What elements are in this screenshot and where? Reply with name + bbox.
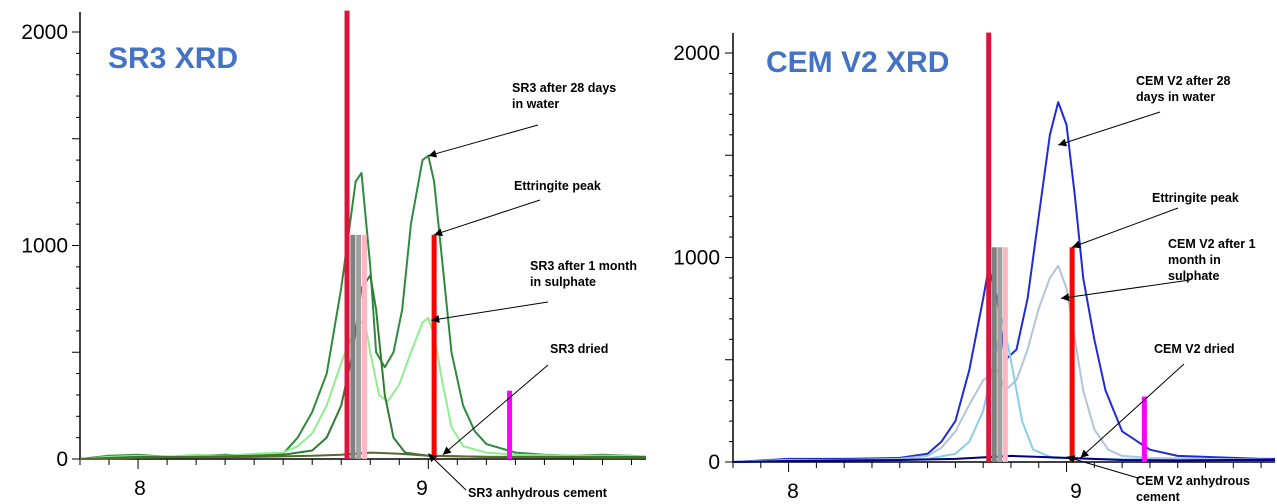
reference-peak-bar <box>431 234 437 459</box>
x-tick-label: 9 <box>1070 480 1082 503</box>
annotation-label: SR3 after 28 days in water <box>512 81 616 111</box>
annotation-arrow <box>1060 279 1191 299</box>
annotation-arrowhead <box>431 315 440 323</box>
annotation-arrowhead <box>428 149 438 158</box>
series-line-3 <box>79 451 646 460</box>
annotation-arrow <box>433 199 541 236</box>
reference-peak-bar <box>991 247 997 462</box>
sr3-xrd-chart: 0 1000 2000 8 9 SR3 XRD SR3 after 28 days in wa… <box>21 10 647 500</box>
annotation-arrow <box>1080 363 1185 459</box>
reference-peak-bar <box>986 32 992 463</box>
annotation-line: CEM V2 after 1 <box>1168 237 1256 251</box>
reference-peak-bar <box>350 234 356 459</box>
annotation-arrow <box>428 124 539 157</box>
annotation-label: SR3 anhydrous cement <box>468 486 608 500</box>
chart-title: CEM V2 XRD <box>766 46 949 79</box>
chart-title: SR3 XRD <box>108 42 238 75</box>
annotation-arrowhead <box>434 228 443 237</box>
annotation-line: cement <box>1136 490 1181 504</box>
annotation-arrow <box>1058 111 1161 146</box>
annotation-label: CEM V2 dried <box>1154 342 1235 356</box>
y-tick-label: 1000 <box>21 235 68 258</box>
annotation-line: CEM V2 after 28 <box>1136 74 1231 88</box>
y-tick-label: 2000 <box>21 21 68 44</box>
annotation-arrowhead <box>442 446 452 455</box>
annotation-arrowhead <box>1066 455 1076 463</box>
annotation-label: Ettringite peak <box>514 179 601 193</box>
annotation-line: Ettringite peak <box>1152 191 1239 205</box>
annotation-arrowhead <box>1080 449 1090 458</box>
series-line-0 <box>732 101 1275 463</box>
reference-peak-bar <box>1069 247 1075 462</box>
annotation-line: SR3 after 28 days <box>512 81 616 95</box>
annotation-line: days in water <box>1136 90 1215 104</box>
annotation-label: CEM V2 anhydrous cement <box>1136 474 1250 504</box>
x-tick-label: 8 <box>787 480 799 503</box>
cem-v2-xrd-chart: 0 1000 2000 8 9 CEM V2 XRD CEM V2 after 28 days… <box>673 32 1276 504</box>
annotation-label: SR3 after 1 month in sulphate <box>530 259 637 289</box>
annotation-line: SR3 anhydrous cement <box>468 486 608 500</box>
annotation-arrow <box>427 453 467 491</box>
x-tick-label: 9 <box>416 477 428 500</box>
annotation-label: CEM V2 after 1 month in sulphate <box>1168 237 1256 283</box>
annotation-line: month in <box>1168 253 1221 267</box>
annotation-arrow <box>1066 456 1139 479</box>
series-line-3 <box>732 454 1275 463</box>
annotation-arrowhead <box>1058 138 1068 147</box>
reference-peak-bar <box>356 234 362 459</box>
annotation-arrow <box>1071 207 1179 248</box>
annotation-label: CEM V2 after 28 days in water <box>1136 74 1231 104</box>
annotation-line: CEM V2 dried <box>1154 342 1235 356</box>
annotation-arrowhead <box>428 453 437 463</box>
annotation-line: in sulphate <box>530 275 596 289</box>
annotation-arrow <box>442 364 549 456</box>
reference-peak-bar <box>1002 247 1008 462</box>
annotation-line: SR3 dried <box>550 342 608 356</box>
y-tick-label: 1000 <box>673 247 720 270</box>
annotation-arrow <box>431 301 549 321</box>
y-tick-label: 0 <box>56 448 68 471</box>
x-tick-label: 8 <box>134 477 146 500</box>
annotation-line: SR3 after 1 month <box>530 259 637 273</box>
annotation-line: CEM V2 anhydrous <box>1136 474 1250 488</box>
annotation-label: Ettringite peak <box>1152 191 1239 205</box>
annotation-arrowhead <box>1060 293 1070 302</box>
series-line-1 <box>732 264 1276 463</box>
y-tick-label: 2000 <box>673 42 720 65</box>
annotation-line: in water <box>512 97 559 111</box>
y-tick-label: 0 <box>708 451 720 474</box>
reference-peak-bar <box>507 390 513 459</box>
reference-peak-bar <box>997 247 1003 462</box>
reference-peak-bar <box>1141 396 1147 462</box>
reference-peak-bar <box>361 234 367 459</box>
annotation-line: sulphate <box>1168 269 1219 283</box>
annotation-line: Ettringite peak <box>514 179 601 193</box>
annotation-label: SR3 dried <box>550 342 608 356</box>
annotation-arrowhead <box>1072 240 1081 249</box>
reference-peak-bar <box>344 10 350 460</box>
